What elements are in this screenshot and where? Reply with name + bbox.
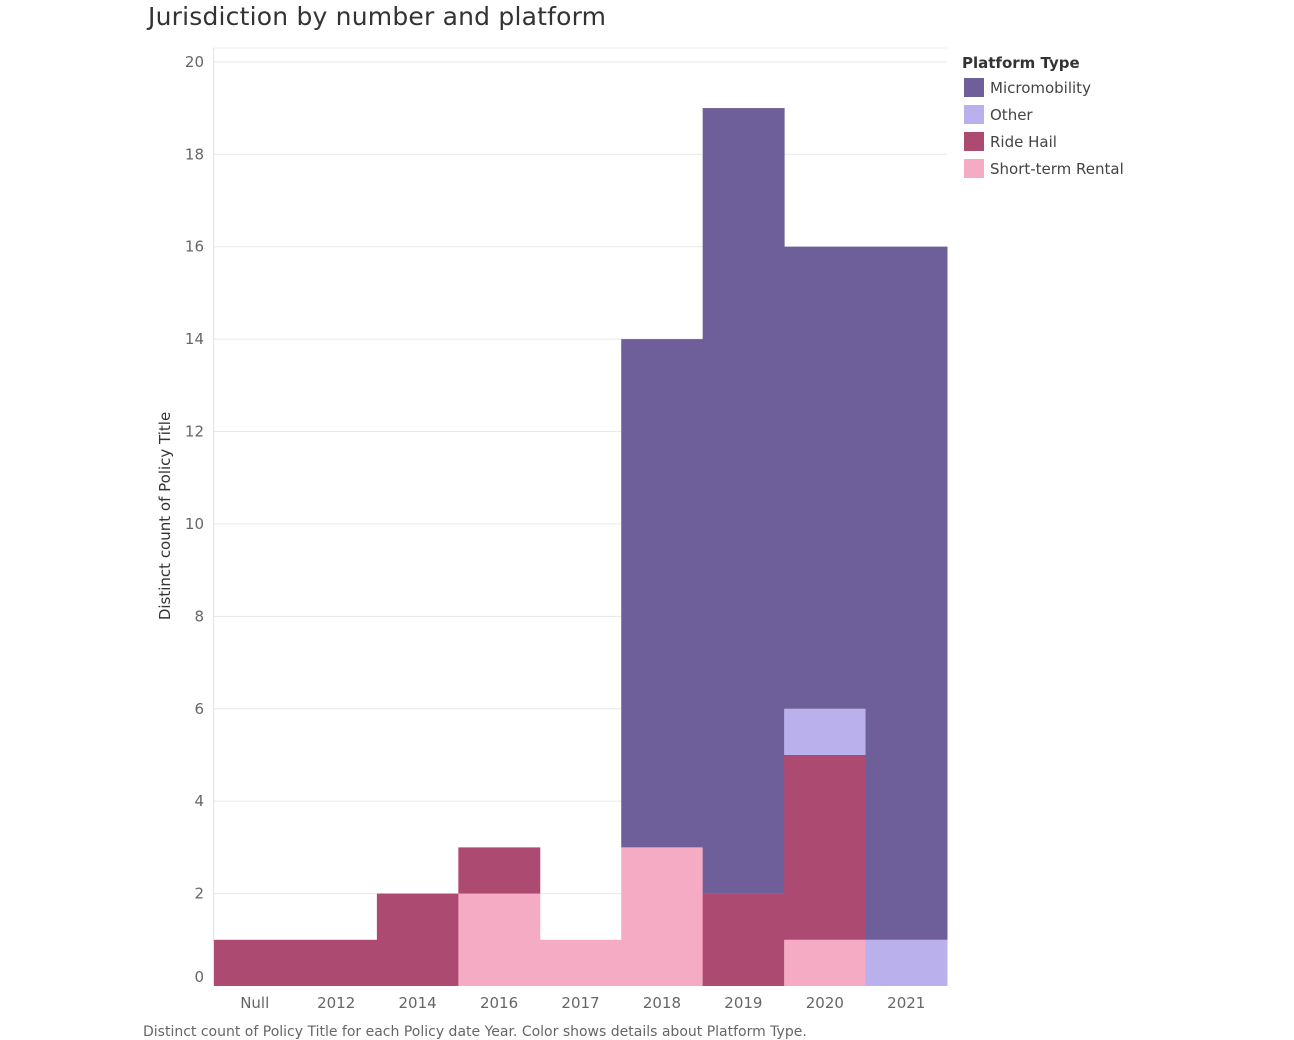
bar-segment-short-term-rental: [621, 847, 704, 986]
bar-segment-ride-hail: [295, 939, 378, 986]
y-tick-label: 8: [194, 607, 204, 625]
legend-label-other: Other: [990, 106, 1033, 124]
x-axis: Null 2012 2014 2016 2017 2018 2019 2020 2021: [240, 994, 925, 1012]
legend-swatch-other: [964, 105, 984, 124]
y-axis-title: Distinct count of Policy Title: [156, 412, 174, 620]
x-tick-label: 2019: [724, 994, 762, 1012]
bar-segment-ride-hail: [458, 847, 541, 894]
legend-label-micromobility: Micromobility: [990, 79, 1091, 97]
x-tick-label: Null: [240, 994, 269, 1012]
legend-label-short-term-rental: Short-term Rental: [990, 160, 1124, 178]
x-tick-label: 2017: [561, 994, 599, 1012]
y-tick-label: 14: [185, 330, 204, 348]
y-tick-label: 2: [194, 885, 204, 903]
y-tick-label: 20: [185, 53, 204, 71]
bar-segment-micromobility: [621, 339, 704, 848]
chart-title: Jurisdiction by number and platform: [148, 2, 607, 31]
bars: [214, 108, 948, 986]
legend: Platform Type Micromobility Other Ride Hail…: [962, 54, 1124, 178]
x-tick-label: 2020: [806, 994, 844, 1012]
bar-segment-other: [865, 939, 948, 986]
y-axis: 0 2 4 6 8 10 12 14 16 18 20: [185, 53, 204, 986]
bar-segment-micromobility: [784, 246, 867, 709]
bar-segment-micromobility: [865, 246, 948, 940]
y-tick-label: 4: [194, 792, 204, 810]
x-tick-label: 2012: [317, 994, 355, 1012]
bar-segment-short-term-rental: [784, 939, 867, 986]
y-tick-label: 16: [185, 238, 204, 256]
legend-swatch-short-term-rental: [964, 159, 984, 178]
legend-swatch-ride-hail: [964, 132, 984, 151]
y-tick-label: 18: [185, 145, 204, 163]
bar-segment-ride-hail: [214, 939, 296, 986]
bar-segment-ride-hail: [376, 893, 459, 986]
y-tick-label: 12: [185, 423, 204, 441]
x-tick-label: 2018: [643, 994, 681, 1012]
bar-segment-micromobility: [702, 108, 785, 894]
y-tick-label: 10: [185, 515, 204, 533]
bar-segment-other: [784, 708, 867, 755]
x-tick-label: 2021: [887, 994, 925, 1012]
legend-title: Platform Type: [962, 54, 1080, 72]
y-tick-label: 6: [194, 700, 204, 718]
legend-swatch-micromobility: [964, 78, 984, 97]
y-tick-label: 0: [194, 968, 204, 986]
bar-segment-short-term-rental: [539, 939, 622, 986]
x-tick-label: 2016: [480, 994, 518, 1012]
footnote: Distinct count of Policy Title for each …: [143, 1024, 807, 1040]
legend-label-ride-hail: Ride Hail: [990, 133, 1057, 151]
bar-segment-short-term-rental: [458, 893, 541, 986]
x-tick-label: 2014: [399, 994, 437, 1012]
bar-segment-ride-hail: [702, 893, 785, 986]
bar-segment-ride-hail: [784, 754, 867, 940]
